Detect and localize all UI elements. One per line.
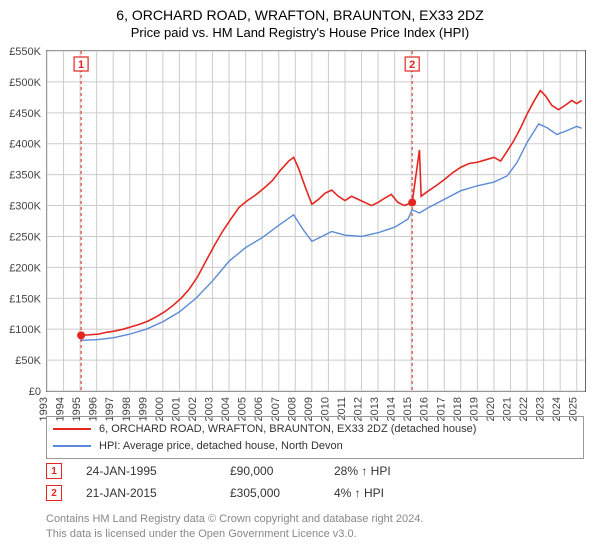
svg-text:£200K: £200K <box>9 262 41 274</box>
chart-container: 6, ORCHARD ROAD, WRAFTON, BRAUNTON, EX33… <box>0 0 600 560</box>
svg-text:1: 1 <box>78 59 84 71</box>
legend-box: 6, ORCHARD ROAD, WRAFTON, BRAUNTON, EX33… <box>46 416 584 459</box>
event-row: 2 21-JAN-2015 £305,000 4% ↑ HPI <box>46 485 584 501</box>
chart-title: 6, ORCHARD ROAD, WRAFTON, BRAUNTON, EX33… <box>0 0 600 25</box>
svg-text:£0: £0 <box>29 386 41 398</box>
event-row: 1 24-JAN-1995 £90,000 28% ↑ HPI <box>46 463 584 479</box>
event-delta: 28% ↑ HPI <box>334 464 391 478</box>
licence-text: Contains HM Land Registry data © Crown c… <box>46 512 584 543</box>
svg-text:£100K: £100K <box>9 324 41 336</box>
event-delta: 4% ↑ HPI <box>334 486 384 500</box>
svg-text:£250K: £250K <box>9 231 41 243</box>
legend-label: 6, ORCHARD ROAD, WRAFTON, BRAUNTON, EX33… <box>99 421 476 438</box>
svg-text:£300K: £300K <box>9 201 41 213</box>
chart-subtitle: Price paid vs. HM Land Registry's House … <box>0 25 600 44</box>
licence-line: Contains HM Land Registry data © Crown c… <box>46 512 584 527</box>
svg-text:£350K: £350K <box>9 170 41 182</box>
legend-swatch-blue <box>53 445 91 447</box>
legend-item: HPI: Average price, detached house, Nort… <box>53 438 577 455</box>
svg-text:£450K: £450K <box>9 108 41 120</box>
svg-text:£550K: £550K <box>9 46 41 58</box>
legend-label: HPI: Average price, detached house, Nort… <box>99 438 343 455</box>
event-date: 21-JAN-2015 <box>86 486 206 500</box>
legend-item: 6, ORCHARD ROAD, WRAFTON, BRAUNTON, EX33… <box>53 421 577 438</box>
event-marker-icon: 2 <box>46 485 62 501</box>
svg-text:£400K: £400K <box>9 139 41 151</box>
event-price: £90,000 <box>230 464 310 478</box>
licence-line: This data is licensed under the Open Gov… <box>46 527 584 542</box>
svg-text:£50K: £50K <box>15 355 41 367</box>
svg-text:£150K: £150K <box>9 293 41 305</box>
event-price: £305,000 <box>230 486 310 500</box>
price-chart: £0£50K£100K£150K£200K£250K£300K£350K£400… <box>46 50 586 392</box>
svg-text:2: 2 <box>409 59 415 71</box>
legend-swatch-red <box>53 428 91 430</box>
event-date: 24-JAN-1995 <box>86 464 206 478</box>
svg-text:£500K: £500K <box>9 77 41 89</box>
event-marker-icon: 1 <box>46 463 62 479</box>
